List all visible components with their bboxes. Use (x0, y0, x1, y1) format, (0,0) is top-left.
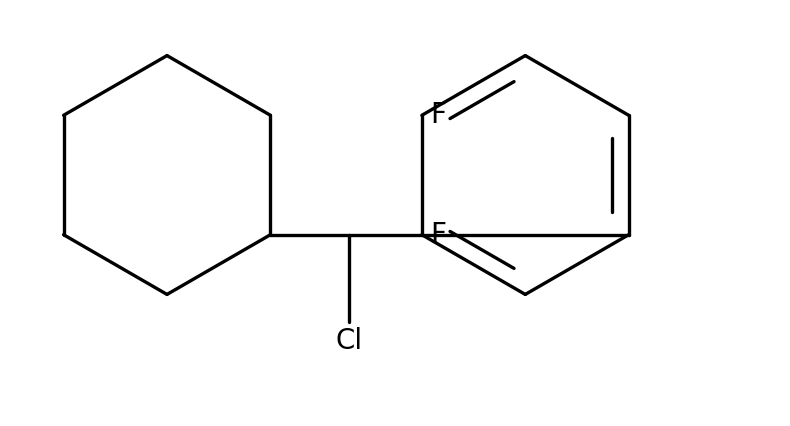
Text: Cl: Cl (336, 327, 363, 355)
Text: F: F (431, 221, 446, 249)
Text: F: F (431, 101, 446, 130)
